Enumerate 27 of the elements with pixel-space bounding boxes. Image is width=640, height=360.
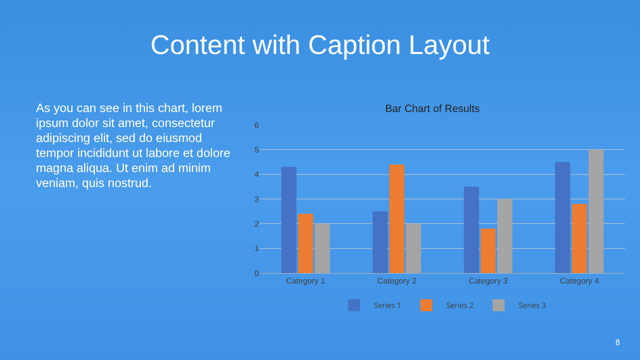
bar — [314, 224, 330, 273]
y-tick-label: 1 — [254, 244, 260, 254]
bar — [497, 199, 512, 273]
bar — [588, 150, 604, 273]
y-tick-label: 2 — [254, 219, 260, 228]
text: 8 — [614, 338, 620, 347]
x-tick-label: Category 1 — [286, 276, 326, 286]
x-tick-label: Category 2 — [377, 276, 417, 286]
bar — [389, 164, 404, 273]
bar — [464, 186, 479, 273]
y-tick-label: 4 — [254, 170, 260, 180]
y-tick-label: 5 — [254, 145, 260, 154]
bar — [555, 162, 570, 273]
text: As you can see in this chart, lorem ipsum dolor sit amet, consectetur adipiscing elit, sed do eiusmod tempor incididunt ut labore et dolore magna aliqua. Ut enim ad minim veniam, quis nostrud. — [36, 101, 232, 191]
text: Content with Caption Layout — [149, 30, 491, 61]
y-tick-label: 3 — [254, 194, 260, 204]
bar — [281, 166, 296, 273]
y-tick-label: 0 — [254, 268, 260, 278]
bar — [572, 204, 587, 273]
y-tick-label: 6 — [254, 120, 260, 130]
bar — [298, 214, 314, 273]
chart-title: Bar Chart of Results — [385, 102, 480, 115]
x-tick-label: Category 3 — [468, 276, 508, 286]
bar — [372, 211, 388, 273]
bar — [406, 224, 422, 273]
bar — [480, 228, 496, 273]
x-tick-label: Category 4 — [560, 276, 600, 286]
